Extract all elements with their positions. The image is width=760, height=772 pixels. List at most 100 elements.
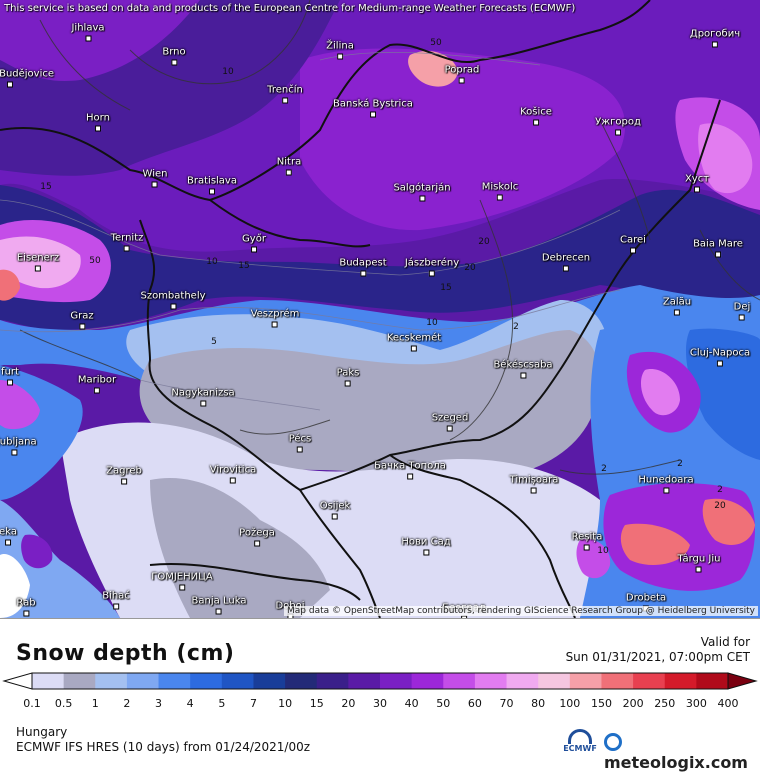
scale-label: 40	[404, 697, 419, 710]
map-attribution: Map data © OpenStreetMap contributors, r…	[284, 606, 758, 616]
city-label: Nitra	[277, 157, 301, 176]
city-label: Banská Bystrica	[333, 99, 413, 118]
contour-label: 10	[426, 318, 438, 328]
city-label: Carei	[620, 235, 646, 254]
city-label: Graz	[70, 311, 94, 330]
scale-swatch	[348, 673, 381, 689]
city-label: Zagreb	[106, 466, 142, 485]
contour-label: 10	[222, 67, 234, 77]
color-scale	[2, 672, 758, 690]
scale-swatch	[285, 673, 318, 689]
city-label: Jihlava	[71, 23, 105, 42]
city-label: Žilina	[326, 41, 354, 60]
scale-swatch	[253, 673, 286, 689]
contour-label: 10	[206, 257, 218, 267]
city-label: Győr	[242, 234, 266, 253]
region-name: Hungary	[16, 725, 68, 739]
city-label: Szeged	[432, 413, 468, 432]
contour-label: 50	[89, 256, 101, 266]
city-label: Osijek	[320, 501, 350, 520]
color-scale-labels: 0.1 0.5 1 2 3 4 5 7 10 15 20 30 40 50 60 70 80 100 150 200 2…	[0, 697, 760, 711]
city-label: Trenčín	[267, 85, 303, 104]
city-label: Békéscsaba	[493, 360, 553, 379]
legend-title: Snow depth (cm)	[16, 641, 235, 666]
city-label: Szombathely	[140, 291, 206, 310]
scale-label: 50	[436, 697, 451, 710]
city-label: furt	[1, 367, 19, 386]
scale-label: 10	[278, 697, 293, 710]
city-label: Timișoara	[510, 475, 558, 494]
city-label: Banja Luka	[192, 596, 246, 615]
scale-label: 4	[186, 697, 194, 710]
city-label: Budapest	[339, 258, 387, 277]
contour-label: 5	[211, 337, 217, 347]
city-label: České Budějovice	[0, 69, 54, 88]
scale-label: 20	[341, 697, 356, 710]
scale-swatch	[316, 673, 349, 689]
city-label: Dej	[734, 302, 750, 321]
city-label: Požega	[239, 528, 275, 547]
city-label: Maribor	[78, 375, 116, 394]
city-label: Bihać	[102, 591, 130, 610]
scale-label: 400	[717, 697, 739, 710]
scale-label: 3	[155, 697, 163, 710]
scale-label: 300	[685, 697, 707, 710]
valid-label: Valid for	[700, 635, 750, 649]
contour-label: 10	[597, 546, 609, 556]
city-label: Paks	[337, 368, 359, 387]
city-label: Rab	[16, 598, 36, 617]
city-label: Zalău	[663, 297, 691, 316]
contour-label: 2	[513, 322, 519, 332]
city-label: Debrecen	[542, 253, 590, 272]
model-run: ECMWF IFS HRES (10 days) from 01/24/2021…	[16, 740, 311, 754]
meteologix-logo[interactable]: meteologix.com	[604, 733, 760, 772]
brand-name: meteologix.com	[604, 753, 748, 772]
contour-label: 15	[238, 261, 250, 271]
city-label: eka	[0, 527, 17, 546]
city-label: Veszprém	[251, 309, 299, 328]
city-label: Дрогобич	[690, 29, 740, 48]
scale-label: 1	[91, 697, 99, 710]
scale-swatch	[696, 673, 729, 689]
city-label: Baia Mare	[693, 239, 743, 258]
scale-label: 100	[559, 697, 581, 710]
city-label: Ljubljana	[0, 437, 37, 456]
scale-right-arrow	[727, 672, 758, 690]
city-label: Бачка Топола	[374, 461, 446, 480]
scale-label: 200	[622, 697, 644, 710]
scale-label: 5	[218, 697, 226, 710]
scale-swatch	[601, 673, 634, 689]
contour-label: 50	[430, 38, 442, 48]
scale-label: 7	[249, 697, 257, 710]
scale-swatch	[63, 673, 96, 689]
scale-label: 0.5	[54, 697, 73, 710]
scale-left-arrow	[2, 672, 33, 690]
meteologix-ring-icon	[604, 733, 622, 751]
scale-swatch	[190, 673, 223, 689]
ecmwf-logo-text: ECMWF	[563, 744, 597, 753]
contour-label: 20	[478, 237, 490, 247]
ecmwf-arc-icon	[568, 729, 592, 744]
city-label: Hunedoara	[638, 475, 694, 494]
scale-swatch	[506, 673, 539, 689]
ecmwf-logo[interactable]: ECMWF	[560, 729, 600, 759]
snow-depth-map[interactable]: This service is based on data and produc…	[0, 0, 760, 618]
city-label: Jászberény	[405, 258, 459, 277]
city-label: Salgótarján	[393, 183, 451, 202]
ecmwf-notice: This service is based on data and produc…	[4, 3, 576, 14]
city-label: Reșița	[572, 532, 602, 551]
city-label: Нови Сад	[401, 537, 451, 556]
scale-swatch	[126, 673, 160, 689]
contour-label: 20	[714, 501, 726, 511]
scale-swatch	[158, 673, 191, 689]
scale-swatch	[95, 673, 128, 689]
contour-label: 2	[717, 485, 723, 495]
city-label: Târgu Jiu	[678, 554, 720, 573]
contour-label: 2	[677, 459, 683, 469]
city-label: Wien	[143, 169, 167, 188]
contour-label: 15	[40, 182, 52, 192]
city-label: Košice	[520, 107, 552, 126]
scale-frame	[31, 672, 729, 690]
scale-swatch	[380, 673, 413, 689]
contour-label: 20	[464, 263, 476, 273]
